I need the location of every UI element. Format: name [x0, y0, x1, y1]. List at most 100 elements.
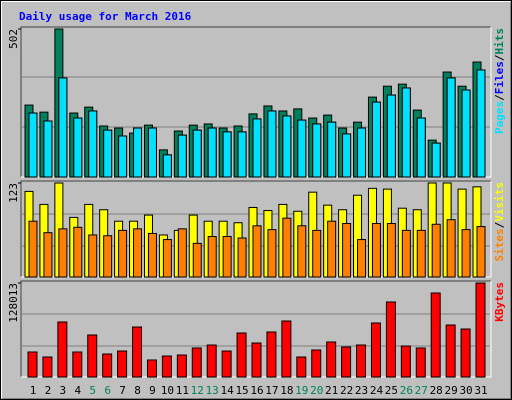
bar: [267, 110, 277, 178]
bar: [341, 346, 352, 378]
bar: [221, 350, 232, 378]
bar: [312, 229, 322, 278]
bar: [177, 228, 187, 278]
bar: [251, 342, 262, 378]
bar: [297, 225, 307, 278]
x-tick-label: 30: [459, 384, 472, 397]
bar: [252, 118, 262, 178]
bar: [430, 292, 441, 378]
bar: [72, 351, 83, 378]
bar: [431, 142, 441, 178]
y-tick-label: 128013: [7, 283, 20, 323]
bar: [371, 101, 381, 178]
x-tick-label: 1: [30, 384, 37, 397]
x-tick-label: 2: [45, 384, 52, 397]
bar: [311, 349, 322, 378]
x-tick-label: 13: [206, 384, 219, 397]
bar: [192, 129, 202, 178]
x-tick-label: 10: [161, 384, 174, 397]
bar: [327, 220, 337, 278]
bar: [475, 282, 486, 378]
bar: [207, 235, 217, 278]
bar: [191, 347, 202, 378]
bar: [461, 89, 471, 178]
bar: [177, 134, 187, 178]
bar: [103, 235, 113, 278]
bar: [401, 229, 411, 278]
bar: [132, 326, 143, 378]
bar: [282, 115, 292, 178]
x-tick-label: 8: [134, 384, 141, 397]
x-tick-label: 11: [176, 384, 189, 397]
bar: [162, 154, 172, 178]
bar: [236, 332, 247, 378]
legend-entry: KBytes: [493, 282, 506, 322]
bar: [237, 237, 247, 278]
bar: [27, 351, 38, 378]
bar: [118, 229, 128, 278]
x-tick-label: 15: [235, 384, 248, 397]
x-tick-label: 12: [191, 384, 204, 397]
x-tick-label: 27: [415, 384, 428, 397]
x-tick-label: 3: [60, 384, 67, 397]
bar: [43, 232, 53, 278]
x-tick-label: 26: [400, 384, 413, 397]
bar: [357, 127, 367, 178]
bar: [28, 220, 38, 278]
legend-entry: Sites: [493, 228, 506, 261]
legend: Sites/Visits: [493, 182, 506, 262]
x-tick-label: 17: [265, 384, 278, 397]
bar: [88, 234, 98, 278]
bar: [103, 129, 113, 178]
bar: [370, 322, 381, 378]
bar: [147, 232, 157, 278]
y-tick-label: 502: [7, 29, 20, 49]
bar: [326, 341, 337, 378]
bar: [252, 225, 262, 278]
bar: [476, 226, 486, 278]
bar: [162, 239, 172, 278]
y-tick-label: 123: [7, 183, 20, 203]
panel-edge: [20, 26, 491, 177]
chart-title: Daily usage for March 2016: [19, 10, 192, 23]
bar: [401, 87, 411, 178]
bar: [342, 223, 352, 278]
legend: Pages/Files/Hits: [493, 28, 506, 134]
bar: [415, 347, 426, 378]
bar: [87, 334, 98, 378]
x-tick-label: 14: [221, 384, 235, 397]
legend-entry: Visits: [493, 182, 506, 222]
bar: [266, 331, 277, 378]
bar: [416, 229, 426, 278]
bar: [386, 94, 396, 178]
x-tick-label: 16: [250, 384, 263, 397]
bar: [222, 235, 232, 278]
x-tick-label: 29: [445, 384, 458, 397]
x-tick-label: 5: [89, 384, 96, 397]
bar: [192, 242, 202, 278]
bar: [43, 120, 53, 178]
bar: [356, 344, 367, 378]
bar: [312, 123, 322, 178]
x-tick-label: 24: [370, 384, 384, 397]
bar: [460, 328, 471, 378]
bar: [400, 345, 411, 378]
bar: [237, 131, 247, 178]
bar: [342, 133, 352, 178]
bar: [327, 121, 337, 178]
bar: [476, 69, 486, 178]
panel-edge: [20, 280, 491, 377]
bar: [57, 321, 68, 378]
bar: [73, 226, 83, 278]
legend-entry: Files: [493, 61, 506, 94]
bar: [102, 353, 113, 378]
x-tick-label: 7: [119, 384, 126, 397]
bar: [73, 117, 83, 178]
bar: [118, 135, 128, 178]
bar: [431, 223, 441, 278]
x-tick-label: 22: [340, 384, 353, 397]
bar: [386, 223, 396, 278]
